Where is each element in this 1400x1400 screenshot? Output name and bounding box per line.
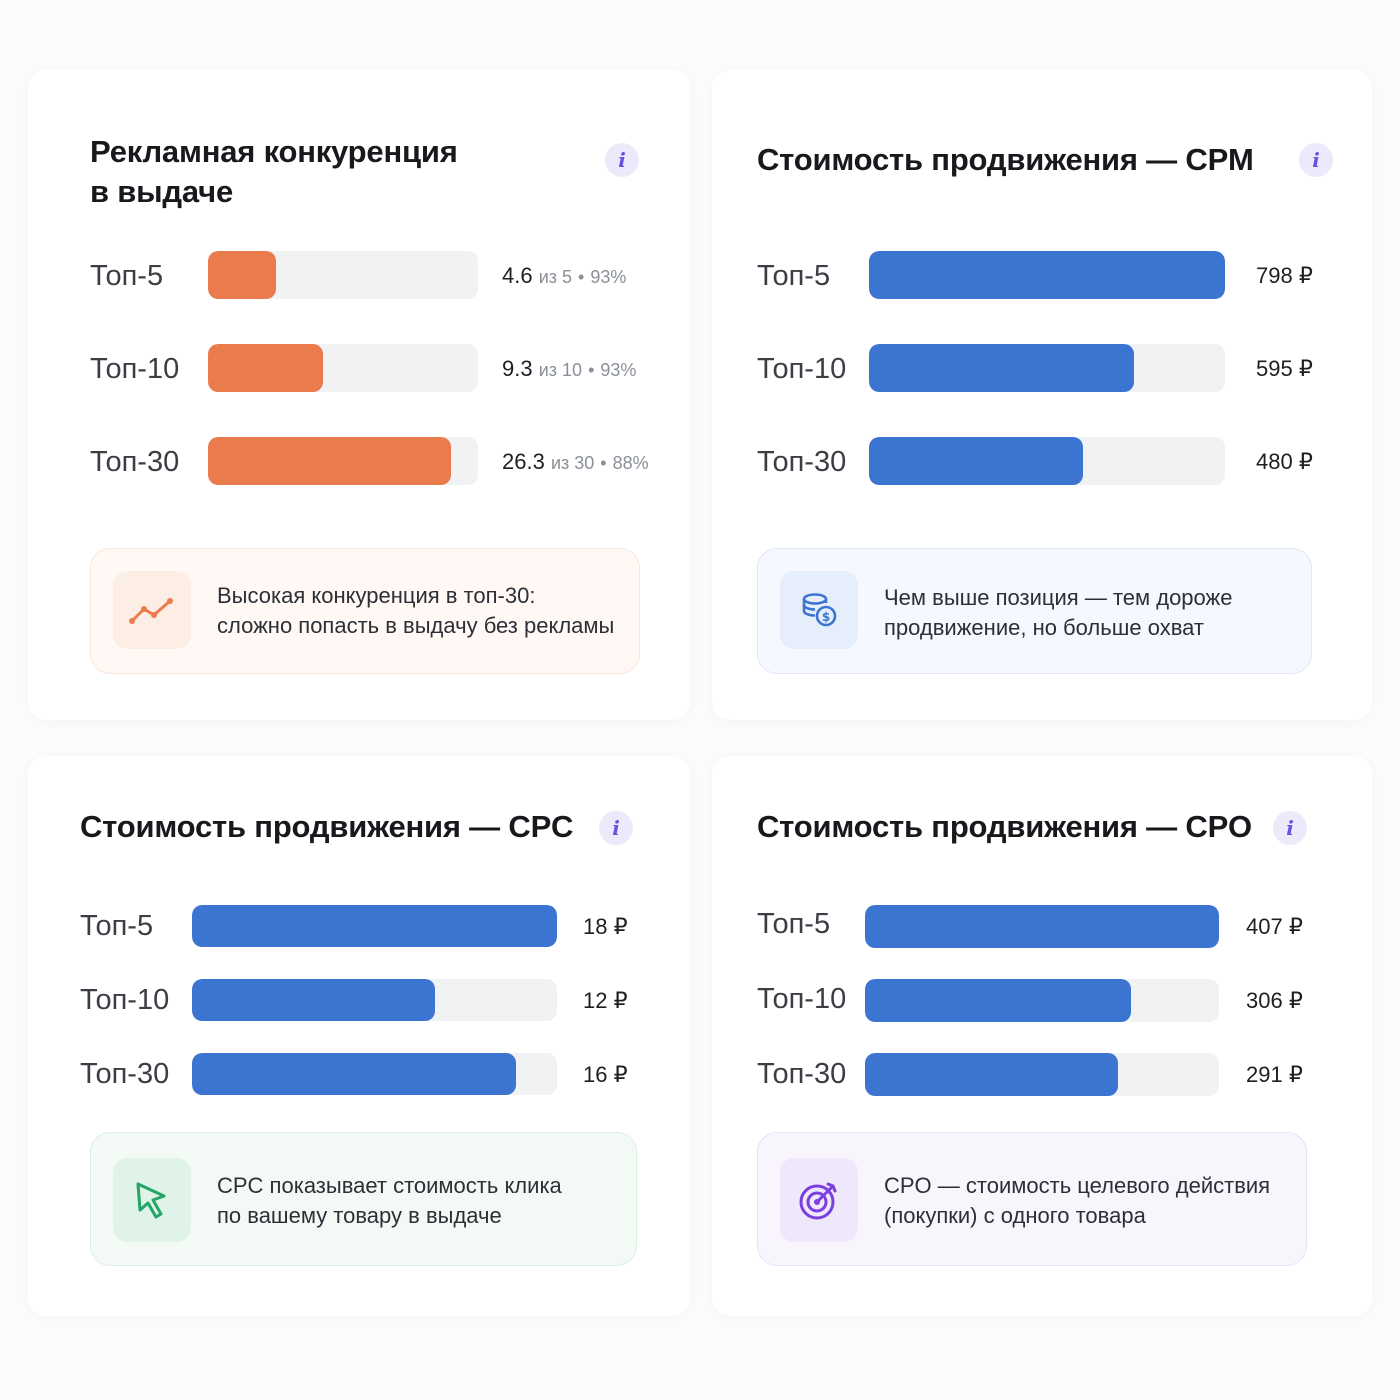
cpm-bar-fill bbox=[869, 251, 1225, 299]
competition-title: Рекламная конкуренция в выдаче bbox=[90, 132, 458, 212]
cpm-amount: 480 ₽ bbox=[1256, 449, 1313, 474]
cpm-bar-track bbox=[869, 344, 1225, 392]
cpo-bar-track bbox=[865, 979, 1219, 1022]
cpo-amount: 407 ₽ bbox=[1246, 914, 1303, 939]
value-percent: 93% bbox=[590, 267, 627, 287]
note-line2: продвижение, но больше охват bbox=[884, 615, 1204, 640]
cpm-bar-fill bbox=[869, 344, 1135, 392]
note-line2: (покупки) с одного товара bbox=[884, 1203, 1146, 1228]
target-icon bbox=[780, 1158, 858, 1242]
row-label: Топ-5 bbox=[80, 910, 154, 942]
competition-value: 9.3 из 10 • 93% bbox=[502, 345, 636, 393]
row-label: Топ-30 bbox=[757, 1058, 847, 1090]
value-separator: • bbox=[578, 267, 585, 287]
row-label: Топ-10 bbox=[757, 353, 847, 385]
cpo-note-text: CPO — стоимость целевого действия (покуп… bbox=[884, 1171, 1286, 1231]
cpc-bar-track bbox=[192, 905, 557, 947]
coins-icon: $ bbox=[780, 571, 858, 649]
cpc-bar-track bbox=[192, 1053, 557, 1095]
row-label: Топ-30 bbox=[90, 446, 180, 478]
cpc-note-text: CPC показывает стоимость клика по вашему… bbox=[217, 1171, 616, 1231]
row-label: Топ-5 bbox=[757, 260, 831, 292]
cpo-bar-track bbox=[865, 905, 1219, 948]
value-of: из 10 bbox=[538, 360, 583, 380]
value-percent: 93% bbox=[600, 360, 637, 380]
value-separator: • bbox=[600, 453, 607, 473]
competition-bar-track bbox=[208, 251, 478, 299]
note-line1: CPO — стоимость целевого действия bbox=[884, 1173, 1271, 1198]
cpm-bar-track bbox=[869, 251, 1225, 299]
cpc-bar-fill bbox=[192, 905, 557, 947]
cpo-note: CPO — стоимость целевого действия (покуп… bbox=[757, 1132, 1307, 1266]
value-main: 4.6 bbox=[502, 263, 533, 288]
note-line2: по вашему товару в выдаче bbox=[217, 1203, 502, 1228]
cpo-card: Стоимость продвижения — CPO i Топ-5 407 … bbox=[712, 756, 1372, 1316]
cpc-info-icon[interactable]: i bbox=[599, 811, 633, 845]
row-label: Топ-5 bbox=[757, 908, 831, 940]
cpo-bar-fill bbox=[865, 979, 1132, 1022]
cpo-bar-fill bbox=[865, 905, 1219, 948]
cpm-card: Стоимость продвижения — CPM i Топ-5 798 … bbox=[712, 70, 1372, 720]
cpc-bar-fill bbox=[192, 979, 436, 1021]
note-line2: сложно попасть в выдачу без рекламы bbox=[217, 613, 615, 638]
competition-bar-track bbox=[208, 437, 478, 485]
cpc-bar-fill bbox=[192, 1053, 517, 1095]
value-of: из 5 bbox=[538, 267, 573, 287]
cpc-amount: 18 ₽ bbox=[583, 914, 628, 939]
value-of: из 30 bbox=[550, 453, 595, 473]
competition-bar-fill bbox=[208, 344, 323, 392]
cpc-amount: 16 ₽ bbox=[583, 1062, 628, 1087]
row-label: Топ-5 bbox=[90, 260, 164, 292]
row-label: Топ-30 bbox=[757, 446, 847, 478]
cpo-amount: 291 ₽ bbox=[1246, 1062, 1303, 1087]
cpm-note: $ Чем выше позиция — тем дороже продвиже… bbox=[757, 548, 1312, 674]
cpm-info-icon[interactable]: i bbox=[1299, 143, 1333, 177]
competition-bar-fill bbox=[208, 437, 451, 485]
cpo-bar-fill bbox=[865, 1053, 1119, 1096]
cpc-bar-track bbox=[192, 979, 557, 1021]
cpm-bar-track bbox=[869, 437, 1225, 485]
cpc-amount: 12 ₽ bbox=[583, 988, 628, 1013]
cpc-title: Стоимость продвижения — CPC bbox=[80, 809, 574, 844]
trend-up-icon bbox=[113, 571, 191, 649]
competition-card: Рекламная конкуренция в выдаче i Топ-5 4… bbox=[28, 70, 690, 720]
cursor-icon bbox=[113, 1158, 191, 1242]
competition-note-text: Высокая конкуренция в топ-30: сложно поп… bbox=[217, 581, 619, 641]
note-line1: CPC показывает стоимость клика bbox=[217, 1173, 562, 1198]
cpm-note-text: Чем выше позиция — тем дороже продвижени… bbox=[884, 583, 1291, 643]
row-label: Топ-10 bbox=[757, 983, 847, 1015]
cpm-title: Стоимость продвижения — CPM bbox=[757, 142, 1254, 177]
cpm-bar-fill bbox=[869, 437, 1084, 485]
competition-title-line2: в выдаче bbox=[90, 174, 233, 209]
cpo-bar-track bbox=[865, 1053, 1219, 1096]
row-label: Топ-30 bbox=[80, 1058, 170, 1090]
competition-info-icon[interactable]: i bbox=[605, 143, 639, 177]
competition-value: 4.6 из 5 • 93% bbox=[502, 252, 626, 300]
row-label: Топ-10 bbox=[80, 984, 170, 1016]
cpo-title: Стоимость продвижения — CPO bbox=[757, 809, 1252, 844]
value-main: 9.3 bbox=[502, 356, 533, 381]
competition-bar-fill bbox=[208, 251, 276, 299]
row-label: Топ-10 bbox=[90, 353, 180, 385]
competition-note: Высокая конкуренция в топ-30: сложно поп… bbox=[90, 548, 640, 674]
competition-title-line1: Рекламная конкуренция bbox=[90, 134, 458, 169]
cpc-note: CPC показывает стоимость клика по вашему… bbox=[90, 1132, 637, 1266]
cpc-card: Стоимость продвижения — CPC i Топ-5 18 ₽… bbox=[28, 756, 690, 1316]
cpm-amount: 595 ₽ bbox=[1256, 356, 1313, 381]
cpm-amount: 798 ₽ bbox=[1256, 263, 1313, 288]
note-line1: Чем выше позиция — тем дороже bbox=[884, 585, 1233, 610]
value-separator: • bbox=[588, 360, 595, 380]
value-percent: 88% bbox=[612, 453, 649, 473]
note-line1: Высокая конкуренция в топ-30: bbox=[217, 583, 536, 608]
cpo-amount: 306 ₽ bbox=[1246, 988, 1303, 1013]
competition-value: 26.3 из 30 • 88% bbox=[502, 438, 649, 486]
svg-text:$: $ bbox=[822, 610, 830, 624]
value-main: 26.3 bbox=[502, 449, 545, 474]
competition-bar-track bbox=[208, 344, 478, 392]
cpo-info-icon[interactable]: i bbox=[1273, 811, 1307, 845]
